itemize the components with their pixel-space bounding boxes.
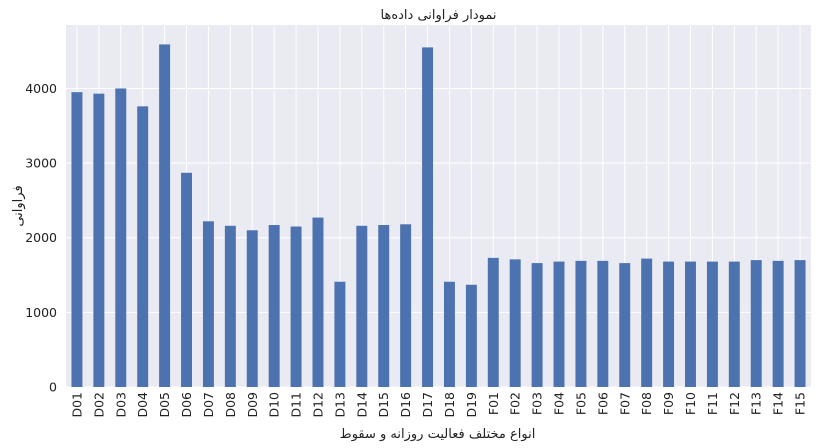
bar-F02 (509, 259, 521, 387)
x-tick-label: D19 (464, 392, 479, 418)
x-tick-label: F02 (508, 392, 523, 415)
bar-F11 (706, 261, 718, 387)
bar-D03 (115, 88, 127, 387)
x-tick-label: F06 (595, 392, 610, 415)
x-tick-label: D15 (376, 392, 391, 418)
bar-D19 (465, 284, 477, 387)
x-tick-label: D10 (267, 392, 282, 418)
x-tick-label: D04 (135, 392, 150, 418)
bar-D09 (246, 230, 258, 387)
x-tick-label: D16 (398, 392, 413, 418)
bar-F08 (641, 258, 653, 387)
x-tick-label: D03 (113, 392, 128, 418)
bar-D13 (334, 281, 346, 387)
bar-D12 (312, 217, 324, 387)
x-tick-label: D07 (201, 392, 216, 418)
bar-D17 (422, 47, 434, 387)
x-tick-label: F03 (530, 392, 545, 415)
bar-D18 (443, 281, 455, 387)
y-tick-label: 1000 (25, 305, 57, 320)
y-tick-label: 3000 (25, 156, 57, 171)
bar-F09 (663, 261, 675, 387)
bar-F05 (575, 260, 587, 387)
x-tick-label: D12 (310, 392, 325, 418)
bar-F06 (597, 260, 609, 387)
bar-D15 (378, 225, 390, 387)
x-axis: D01 D02 D03 D04 D05 D06 D07 D08 D09 D10 D11 D12 D13 D… (69, 392, 807, 418)
bar-D06 (181, 172, 192, 387)
x-tick-label: D01 (69, 392, 84, 418)
bar-D11 (290, 226, 302, 387)
x-tick-label: D09 (245, 392, 260, 418)
bar-F12 (728, 261, 740, 387)
bar-F07 (619, 263, 631, 387)
bar-F14 (772, 260, 784, 387)
x-tick-label: F15 (793, 392, 808, 415)
y-axis-label: فراوانی (11, 185, 26, 226)
bar-D08 (224, 225, 236, 387)
x-tick-label: D02 (91, 392, 106, 418)
x-tick-label: F13 (749, 392, 764, 415)
x-tick-label: D17 (420, 392, 435, 418)
x-tick-label: F14 (771, 392, 786, 415)
x-tick-label: F05 (573, 392, 588, 415)
x-tick-label: F11 (705, 392, 720, 415)
plot-area (66, 25, 811, 387)
x-axis-label: انواع مختلف فعالیت روزانه و سقوط (340, 427, 536, 442)
x-tick-label: D14 (354, 392, 369, 418)
y-tick-label: 2000 (25, 230, 57, 245)
y-tick-label: 0 (49, 380, 57, 395)
x-tick-label: D13 (332, 392, 347, 418)
bar-F03 (531, 263, 543, 387)
x-tick-label: F01 (486, 392, 501, 415)
bar-D16 (400, 224, 412, 387)
x-tick-label: F10 (683, 392, 698, 415)
y-tick-label: 4000 (25, 81, 57, 96)
bar-F01 (487, 257, 499, 387)
y-axis: 0 1000 2000 3000 4000 (25, 81, 57, 395)
x-tick-label: F07 (617, 392, 632, 415)
x-tick-label: F12 (727, 392, 742, 415)
bar-D01 (71, 92, 83, 387)
x-tick-label: D05 (157, 392, 172, 418)
bar-F13 (750, 260, 762, 387)
chart-title: نمودار فراوانی داده‌ها (381, 8, 497, 23)
bar-D05 (159, 44, 171, 387)
x-tick-label: D11 (289, 392, 304, 418)
bar-D07 (202, 221, 214, 387)
bar-D02 (93, 93, 105, 388)
x-tick-label: F04 (552, 392, 567, 415)
bar-D14 (356, 225, 368, 387)
x-tick-label: F08 (639, 392, 654, 415)
x-tick-label: D18 (442, 392, 457, 418)
bar-D10 (268, 225, 280, 387)
bar-F04 (553, 261, 565, 387)
x-tick-label: D08 (223, 392, 238, 418)
bar-F10 (685, 261, 696, 387)
x-tick-label: D06 (179, 392, 194, 418)
bars (71, 44, 806, 388)
bar-F15 (794, 260, 806, 387)
bar-D04 (137, 106, 149, 388)
x-tick-label: F09 (661, 392, 676, 415)
